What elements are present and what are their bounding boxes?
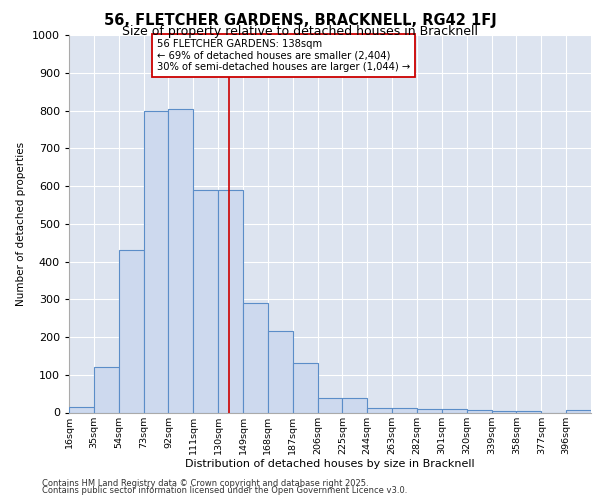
Bar [119,250,143,412]
Bar [218,190,243,412]
Text: Contains HM Land Registry data © Crown copyright and database right 2025.: Contains HM Land Registry data © Crown c… [42,478,368,488]
X-axis label: Distribution of detached houses by size in Bracknell: Distribution of detached houses by size … [185,460,475,469]
Bar [367,408,392,412]
Bar [442,408,467,412]
Bar [293,364,317,412]
Bar [94,367,119,412]
Text: 56, FLETCHER GARDENS, BRACKNELL, RG42 1FJ: 56, FLETCHER GARDENS, BRACKNELL, RG42 1F… [104,12,496,28]
Bar [491,411,517,412]
Bar [317,398,343,412]
Bar [268,332,293,412]
Bar [193,190,218,412]
Bar [566,410,591,412]
Text: Contains public sector information licensed under the Open Government Licence v3: Contains public sector information licen… [42,486,407,495]
Text: 56 FLETCHER GARDENS: 138sqm
← 69% of detached houses are smaller (2,404)
30% of : 56 FLETCHER GARDENS: 138sqm ← 69% of det… [157,39,410,72]
Text: Size of property relative to detached houses in Bracknell: Size of property relative to detached ho… [122,25,478,38]
Bar [517,411,541,412]
Bar [467,410,491,412]
Bar [343,398,367,412]
Bar [243,303,268,412]
Bar [392,408,417,412]
Bar [417,408,442,412]
Bar [69,407,94,412]
Bar [143,110,169,412]
Y-axis label: Number of detached properties: Number of detached properties [16,142,26,306]
Bar [169,108,193,412]
